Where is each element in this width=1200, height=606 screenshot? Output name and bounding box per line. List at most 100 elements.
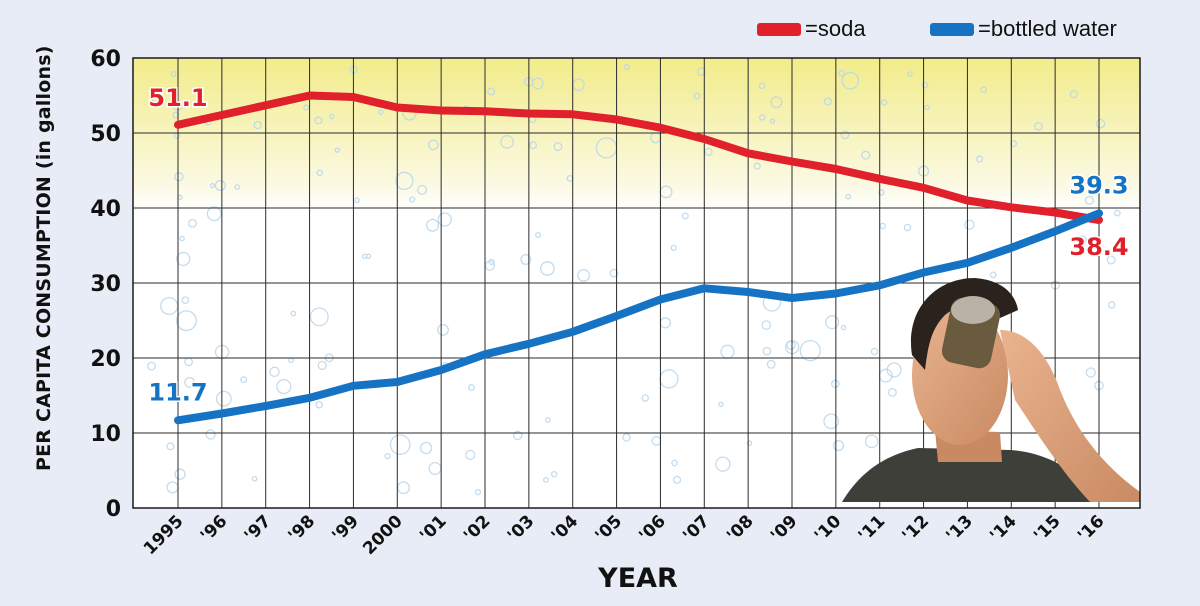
bubble [251,475,258,482]
bubble [214,179,226,192]
data-label-last: 38.4 [1069,233,1128,261]
arm-shape [1000,330,1140,502]
bubble [276,379,292,395]
bubble [715,456,731,472]
bubble [420,441,433,455]
bubble [861,150,871,160]
y-tick-label: 30 [90,272,121,297]
x-tick-label: '98 [285,511,320,546]
drinking-person-photo [842,278,1140,502]
series-line-soda [174,91,1103,224]
bubble [166,442,175,451]
bubble [269,366,280,378]
bubble [176,251,191,267]
bubble [542,476,549,483]
bubble [1078,235,1087,245]
data-labels: 51.1 38.4 11.7 39.3 [147,82,1130,408]
x-tick-label: '15 [1030,511,1065,546]
bubble [921,81,929,89]
bubble [1085,367,1096,378]
bubble [474,489,482,496]
bubble [671,459,678,467]
bubble [147,361,156,371]
bubble [825,315,840,330]
bubble [841,71,860,90]
x-tick-label: '12 [899,511,934,546]
bubble [838,69,846,77]
bubble [181,296,190,305]
bubble [823,97,832,106]
y-tick-label: 0 [106,497,121,522]
bubble [540,261,555,276]
x-tick-label: '03 [504,511,539,546]
bubble [215,390,232,407]
bubble [389,434,411,456]
x-tick-label: '05 [592,511,627,546]
bubble [512,430,523,441]
bubble [170,71,177,77]
bubble [317,360,327,371]
bubble [769,118,776,124]
bubble [753,162,761,170]
bubble [924,104,930,111]
can-top-shape [951,296,995,324]
series-line-bottled-water [174,209,1103,425]
bubble [831,379,840,389]
bubble [468,384,475,391]
bubble [878,189,885,196]
bubble [786,340,796,351]
bubble [840,324,847,331]
bubble [1095,118,1106,129]
bubble [762,346,772,356]
x-tick-label: 2000 [359,511,407,559]
bubble [437,212,452,227]
bubble [609,268,619,278]
bubble [417,184,428,195]
bubble [329,113,335,120]
bubble [500,135,514,149]
bubble [577,268,591,282]
bubble [766,359,776,369]
y-axis-title: PER CAPITA CONSUMPTION (in gallons) [33,45,55,471]
bubble [175,310,197,332]
bubble [544,417,551,423]
bubble [290,310,297,317]
bubble [761,320,772,330]
bubble [520,254,532,265]
x-axis-title: YEAR [598,563,678,594]
bubble [907,71,913,77]
x-tick-label: '16 [1074,511,1109,546]
bubble [188,218,197,228]
bubble [622,433,631,442]
bubble [697,67,706,76]
series-lines [174,91,1103,425]
bubble [437,323,449,336]
bubble [718,401,724,408]
bubble [384,452,391,460]
bubble [425,218,440,232]
legend-bottled-water-label: =bottled water [978,16,1117,41]
x-tick-label: '07 [679,511,714,546]
y-tick-label: 10 [90,422,121,447]
bubble [303,104,310,111]
x-tick-label: '06 [635,511,670,546]
bubble [746,440,753,446]
bubble [550,470,558,478]
y-tick-label: 60 [90,47,121,72]
bubble [903,223,912,232]
x-tick-label: '01 [416,511,451,546]
data-label-first: 51.1 [148,84,207,112]
bubble [361,253,368,260]
legend-soda: =soda [757,16,866,42]
y-tick-label: 50 [90,122,121,147]
bubble [1113,209,1121,217]
bubble [1084,195,1094,205]
bubble [964,219,975,230]
hair-shape [910,278,1018,370]
bubble [529,141,538,150]
bubble [1034,122,1043,131]
bubble [174,172,184,182]
bubble [151,92,164,105]
bubble [377,109,384,115]
